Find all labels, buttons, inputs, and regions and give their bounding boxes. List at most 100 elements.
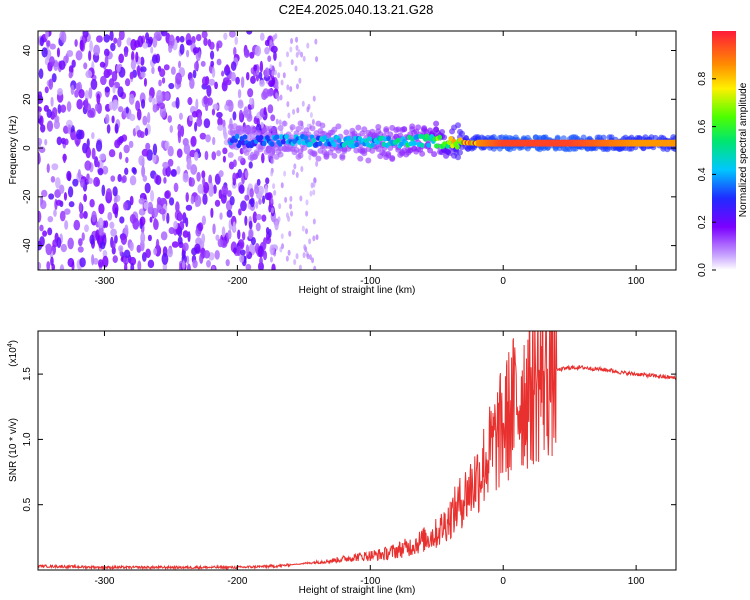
x-tick-label: -300 [94,576,114,587]
spectrogram-cell [166,212,170,224]
spectrogram-cell [117,174,122,183]
spectrogram-cell [255,73,259,82]
spectrogram-cell [335,123,342,130]
spectrogram-cell [118,53,125,64]
spectrogram-cell [87,109,95,118]
spectrogram-cell [201,31,208,39]
spectrogram-cell [197,222,204,232]
spectrogram-cell [41,47,48,58]
spectrogram-cell [244,194,250,201]
spectrogram-cell [145,142,151,151]
spectrogram-cell [78,238,83,247]
snr-multiplier-exp: 4 [7,343,14,347]
spectrogram-cell [74,39,78,47]
spectrogram-cell [190,164,198,175]
spectrogram-cell [44,138,48,146]
spectrogram-cell [255,129,262,136]
spectrogram-cell [42,230,48,237]
spectrogram-cell [232,221,236,232]
svg-text:(x104): (x104) [7,340,19,367]
spectrogram-cell [129,175,137,186]
spectrogram-cell [140,98,146,109]
spectrogram-cell [267,104,274,114]
colorbar-ticks: 0.0 0.2 0.4 0.6 0.8 [697,71,716,277]
spectrogram-cell [124,224,129,237]
spectrogram-cell [187,97,193,105]
spectrogram-cell [46,261,51,270]
spectrogram-cell [189,177,195,187]
spectrogram-cell [68,71,73,79]
spectrogram-cell [211,151,217,161]
spectrogram-cell [198,112,202,121]
spectrogram-cell [238,184,245,194]
spectrogram-cell [119,216,125,224]
spectrogram-cell [253,64,258,72]
spectrogram-cell [136,64,141,77]
spectrogram-cell [270,249,274,256]
spectrogram-cell [367,136,372,142]
spectrogram-cell [128,140,134,149]
spectrogram-cell [185,255,190,265]
spectrogram-cell [38,106,42,113]
spectrogram-cell [227,229,232,240]
spectrogram-cell [161,77,166,84]
spectrogram-cell [226,190,232,197]
spectrogram-cell [271,70,275,77]
spectrogram-cell [292,108,296,115]
spectrogram-cell [208,78,216,86]
spectrogram-cell [294,65,298,72]
colorbar-gradient [712,31,736,270]
spectrogram-cell [64,208,71,215]
spectrogram-cell [290,210,294,217]
spectrogram-cell [85,70,93,79]
spectrogram-cell [375,146,382,153]
spectrogram-cell [216,42,220,52]
spectrogram-cell [238,208,242,216]
spectrogram-cell [144,127,149,137]
spectrogram-cell [179,35,185,43]
spectrogram-cell [45,243,52,250]
spectrogram-cell [249,51,255,59]
spectrogram-cell [265,177,270,185]
spectrogram-cell [311,151,318,158]
spectrogram-cell [75,82,81,92]
spectrogram-cell [305,228,309,235]
spectrogram-cell [168,82,175,90]
spectrogram-cell [185,49,190,58]
spectrogram-cell [284,134,289,140]
spectrogram-cell [222,147,228,155]
spectrogram-cell [95,229,100,241]
spectrogram-cell [203,250,211,259]
spectrogram-cell [206,84,212,97]
spectrogram-cell [161,140,165,149]
spectrogram-cell [118,151,123,160]
spectrogram-cell [182,172,189,183]
spectrogram-cell [155,238,160,251]
spectrogram-cell [159,102,166,110]
spectrogram-cell [164,140,170,150]
spectrogram-cell [255,213,262,221]
spectrogram-cell [411,140,417,146]
spectrogram-cell [275,118,279,125]
spectrogram-cell [216,111,223,119]
x-tick-label: -300 [94,276,114,287]
spectrogram-cell [237,229,241,240]
spectrogram-cell [76,98,83,110]
spectrogram-cell [106,69,113,76]
y-tick-label: 20 [22,93,33,105]
spectrogram-cell [269,148,276,155]
spectrogram-cell [401,126,408,133]
spectrogram-cell [145,32,150,41]
spectrogram-cell [89,234,95,245]
spectrogram-cell [109,221,115,229]
spectrogram-cell [58,60,66,71]
spectrogram-cell [84,224,89,233]
snr-x-label: Height of straight line (km) [299,585,416,596]
spectrogram-cell [80,178,85,188]
y-tick-label: -20 [22,189,33,204]
spectrogram-cell [270,158,274,165]
spectrogram-cell [167,115,172,123]
spectrogram-cell [212,103,219,110]
spectrogram-cell [277,216,281,223]
